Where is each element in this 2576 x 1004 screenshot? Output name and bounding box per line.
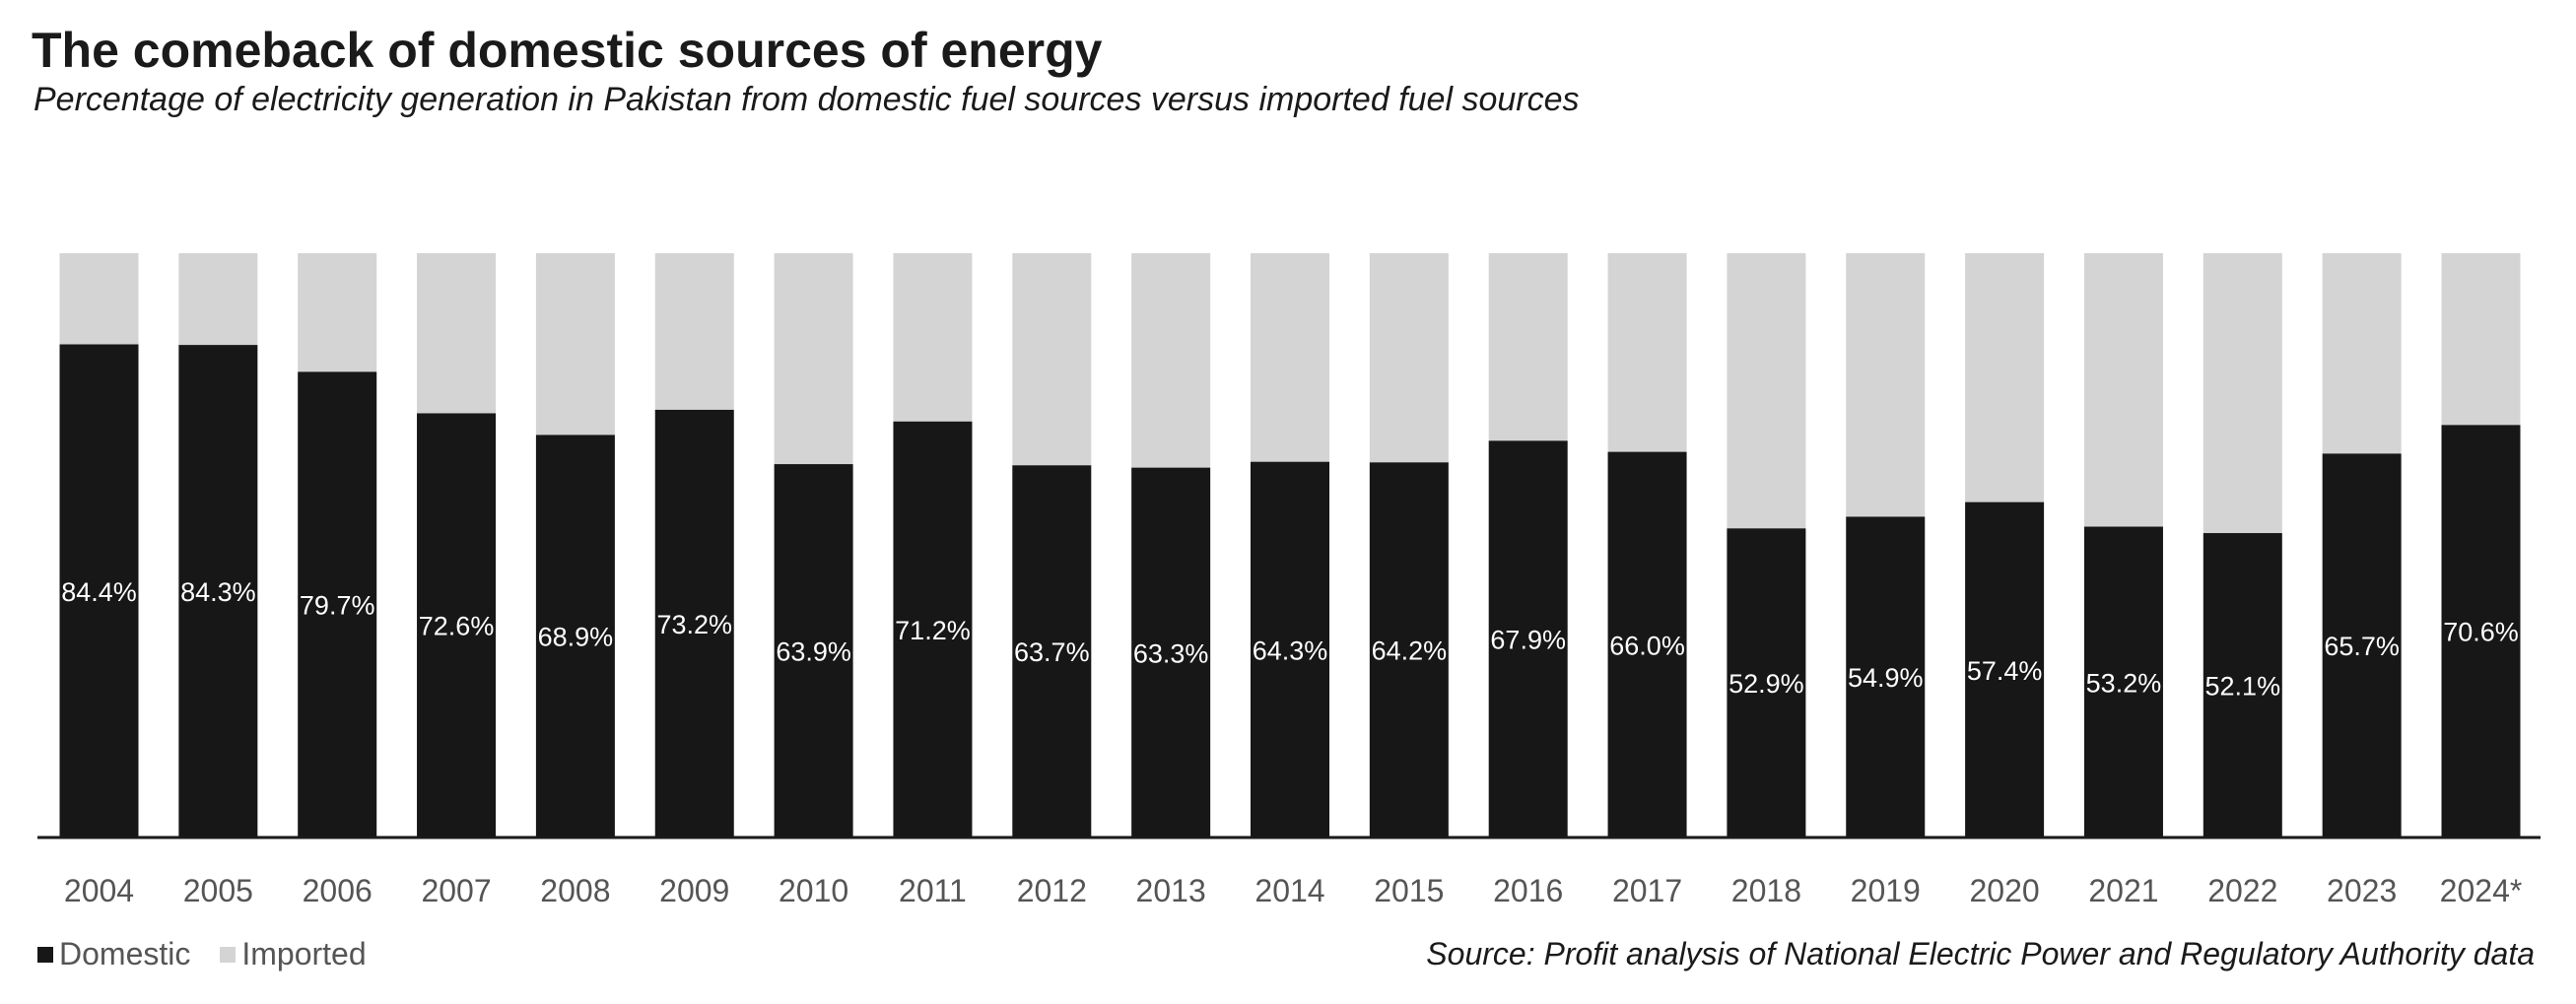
legend-item-domestic: Domestic [37,936,190,972]
data-labels-group: 84.4% 84.3% 79.7% 72.6% 68.9% 73.2% 63.9% 71.2%… [61,577,2519,702]
bar-imported-2019 [1846,253,1926,517]
bar-imported-2014 [1251,253,1329,462]
bar-domestic-2007 [417,413,497,837]
data-label-domestic-2024: 70.6% [2443,618,2519,647]
data-label-domestic-2020: 57.4% [1967,656,2043,686]
data-label-domestic-2009: 73.2% [656,610,732,639]
bar-imported-2010 [774,253,853,465]
bar-domestic-2013 [1131,467,1211,837]
x-tick-label-2024: 2024* [2440,873,2523,908]
bar-imported-2012 [1012,253,1092,466]
bar-domestic-2023 [2322,453,2402,837]
bar-imported-2005 [178,253,258,346]
legend-item-imported: Imported [220,936,367,972]
data-label-domestic-2019: 54.9% [1848,663,1924,693]
bar-imported-2013 [1131,253,1211,468]
data-label-domestic-2005: 84.3% [180,577,256,607]
bar-domestic-2015 [1369,462,1449,837]
bar-imported-2004 [59,253,139,345]
data-label-domestic-2006: 79.7% [300,591,375,621]
x-tick-label-2012: 2012 [1017,873,1087,908]
bar-imported-2018 [1727,253,1806,529]
bar-imported-2021 [2083,253,2163,527]
x-tick-label-2020: 2020 [1970,873,2040,908]
bar-domestic-2006 [298,371,377,837]
bar-imported-2023 [2322,253,2402,454]
legend: Domestic Imported [37,936,396,972]
bar-imported-2017 [1607,253,1687,452]
data-label-domestic-2015: 64.2% [1372,636,1448,666]
bar-imported-2006 [298,253,377,372]
legend-swatch-imported [220,946,237,963]
bar-imported-2022 [2203,253,2282,534]
stacked-bar-chart: 84.4% 84.3% 79.7% 72.6% 68.9% 73.2% 63.9% 71.2%… [37,253,2541,908]
bar-domestic-2012 [1012,465,1092,837]
x-tick-label-2004: 2004 [64,873,134,908]
bar-domestic-2021 [2083,526,2163,837]
x-tick-label-2013: 2013 [1136,873,1206,908]
bar-domestic-2024 [2441,425,2521,837]
bar-domestic-2018 [1727,528,1806,837]
bar-domestic-2014 [1251,461,1329,837]
x-tick-label-2006: 2006 [303,873,373,908]
bar-imported-2024 [2441,253,2521,426]
x-tick-label-2016: 2016 [1493,873,1563,908]
data-label-domestic-2011: 71.2% [895,616,971,645]
x-tick-label-2022: 2022 [2207,873,2277,908]
bar-domestic-2004 [59,344,139,837]
x-tick-label-2007: 2007 [421,873,491,908]
x-tick-label-2009: 2009 [659,873,729,908]
bar-domestic-2016 [1488,440,1568,837]
data-label-domestic-2014: 64.3% [1253,636,1328,665]
legend-label-imported: Imported [241,936,367,971]
x-tick-label-2010: 2010 [779,873,848,908]
bar-imported-2008 [535,253,615,435]
bar-domestic-2022 [2203,533,2282,837]
bar-imported-2011 [893,253,973,422]
chart-subtitle: Percentage of electricity generation in … [34,81,1580,118]
x-tick-label-2017: 2017 [1612,873,1682,908]
x-tick-label-2005: 2005 [183,873,253,908]
source-note: Source: Profit analysis of National Elec… [1426,936,2535,971]
x-tick-label-2011: 2011 [899,873,967,908]
data-label-domestic-2008: 68.9% [538,623,614,652]
bar-domestic-2020 [1965,502,2045,837]
bar-domestic-2009 [654,409,734,837]
data-label-domestic-2022: 52.1% [2205,672,2281,702]
x-tick-labels-group: 2004 2005 2006 2007 2008 2009 2010 2011 2012 2013… [64,873,2522,908]
data-label-domestic-2023: 65.7% [2324,632,2400,661]
x-tick-label-2014: 2014 [1254,873,1324,908]
data-label-domestic-2012: 63.7% [1014,637,1090,667]
bar-domestic-2017 [1607,451,1687,837]
bar-imported-2009 [654,253,734,410]
data-label-domestic-2016: 67.9% [1490,626,1566,655]
bar-domestic-2008 [535,435,615,837]
bar-domestic-2005 [178,345,258,837]
bar-domestic-2011 [893,421,973,837]
bar-imported-2020 [1965,253,2045,502]
x-tick-label-2018: 2018 [1731,873,1801,908]
data-label-domestic-2004: 84.4% [61,577,137,607]
bar-imported-2007 [417,253,497,414]
x-tick-label-2021: 2021 [2088,873,2158,908]
x-tick-label-2008: 2008 [540,873,610,908]
bars-group [59,253,2521,837]
data-label-domestic-2013: 63.3% [1133,638,1209,668]
data-label-domestic-2010: 63.9% [776,637,851,667]
x-tick-label-2023: 2023 [2327,873,2397,908]
data-label-domestic-2018: 52.9% [1729,669,1804,699]
legend-label-domestic: Domestic [59,936,191,971]
x-tick-label-2019: 2019 [1851,873,1921,908]
legend-swatch-domestic [37,946,53,963]
data-label-domestic-2017: 66.0% [1609,631,1685,660]
bar-imported-2016 [1488,253,1568,441]
bar-domestic-2019 [1846,516,1926,837]
bar-domestic-2010 [774,464,853,837]
data-label-domestic-2021: 53.2% [2086,668,2162,698]
bar-imported-2015 [1369,253,1449,463]
chart-title: The comeback of domestic sources of ener… [32,23,1103,78]
x-tick-label-2015: 2015 [1374,873,1444,908]
data-label-domestic-2007: 72.6% [419,612,495,641]
